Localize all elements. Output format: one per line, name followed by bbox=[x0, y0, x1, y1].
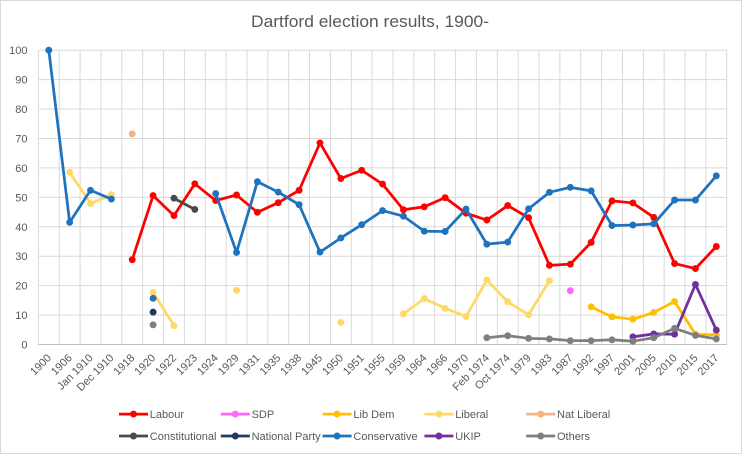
svg-text:SDP: SDP bbox=[252, 409, 275, 421]
svg-text:Nat Liberal: Nat Liberal bbox=[557, 409, 610, 421]
svg-text:80: 80 bbox=[15, 104, 27, 116]
svg-text:30: 30 bbox=[15, 251, 27, 263]
svg-text:National Party: National Party bbox=[252, 431, 322, 443]
svg-text:Dartford election results, 190: Dartford election results, 1900- bbox=[251, 12, 489, 31]
svg-text:Liberal: Liberal bbox=[455, 409, 488, 421]
svg-text:40: 40 bbox=[15, 222, 27, 234]
svg-text:10: 10 bbox=[15, 310, 27, 322]
svg-text:Constitutional: Constitutional bbox=[150, 431, 217, 443]
svg-text:UKIP: UKIP bbox=[455, 431, 481, 443]
svg-text:Conservative: Conservative bbox=[353, 431, 417, 443]
svg-text:Labour: Labour bbox=[150, 409, 185, 421]
svg-text:90: 90 bbox=[15, 75, 27, 87]
svg-text:70: 70 bbox=[15, 133, 27, 145]
svg-text:Others: Others bbox=[557, 431, 591, 443]
svg-text:Lib Dem: Lib Dem bbox=[353, 409, 394, 421]
svg-text:50: 50 bbox=[15, 192, 27, 204]
svg-text:0: 0 bbox=[21, 340, 27, 352]
svg-text:60: 60 bbox=[15, 163, 27, 175]
svg-text:20: 20 bbox=[15, 281, 27, 293]
svg-text:100: 100 bbox=[9, 45, 27, 57]
